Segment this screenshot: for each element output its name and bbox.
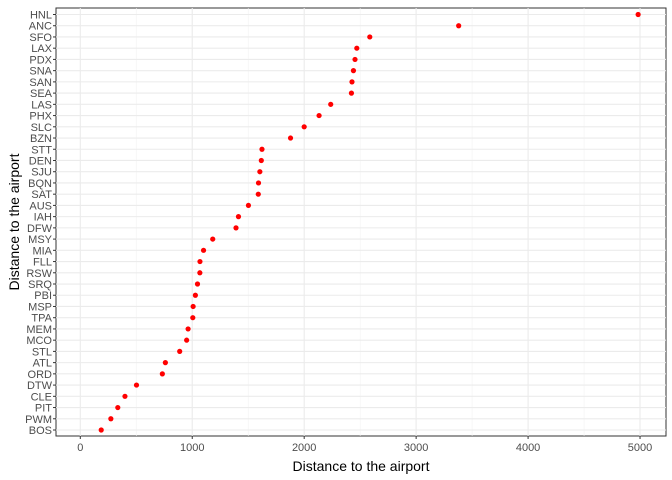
data-point bbox=[162, 360, 168, 366]
y-tick-label: SEA bbox=[30, 88, 53, 100]
y-tick-label: MIA bbox=[32, 245, 52, 257]
data-point bbox=[185, 326, 191, 332]
grid-lines bbox=[56, 8, 666, 436]
y-tick-label: STL bbox=[32, 346, 52, 358]
data-point bbox=[255, 180, 262, 186]
data-point bbox=[108, 416, 114, 422]
data-point bbox=[245, 202, 252, 209]
data-points bbox=[98, 11, 641, 433]
y-tick-label: MCO bbox=[26, 335, 52, 347]
y-axis-ticks: BOSPWMPITCLEDTWORDATLSTLMCOMEMTPAMSPPBIS… bbox=[25, 10, 56, 437]
y-tick-label: SAT bbox=[31, 189, 52, 201]
y-tick-label: MSY bbox=[28, 234, 53, 246]
data-point bbox=[287, 135, 294, 141]
y-tick-label: PWM bbox=[25, 414, 52, 426]
data-point bbox=[257, 169, 263, 175]
data-point bbox=[258, 157, 264, 164]
y-tick-label: SFO bbox=[29, 32, 52, 44]
y-tick-label: AUS bbox=[29, 200, 52, 212]
y-tick-label: SAN bbox=[29, 77, 52, 89]
data-point bbox=[192, 292, 198, 298]
data-point bbox=[349, 79, 355, 85]
data-point bbox=[235, 214, 242, 220]
data-point bbox=[177, 348, 183, 354]
data-point bbox=[115, 404, 121, 411]
y-axis-title: Distance to the airport bbox=[6, 153, 22, 290]
data-point bbox=[456, 23, 462, 29]
data-point bbox=[316, 112, 322, 119]
data-point bbox=[352, 56, 358, 63]
x-axis-title: Distance to the airport bbox=[293, 458, 430, 474]
x-tick-label: 0 bbox=[77, 442, 83, 454]
y-tick-label: HNL bbox=[30, 10, 52, 22]
y-tick-label: FLL bbox=[33, 257, 52, 269]
data-point bbox=[259, 146, 265, 152]
y-tick-label: LAX bbox=[31, 43, 52, 55]
data-point bbox=[354, 45, 360, 51]
y-tick-label: DFW bbox=[27, 223, 53, 235]
data-point bbox=[210, 236, 216, 242]
data-point bbox=[367, 34, 373, 40]
y-tick-label: RSW bbox=[26, 268, 52, 280]
y-tick-label: STT bbox=[31, 144, 52, 156]
data-point bbox=[184, 337, 190, 343]
x-tick-label: 1000 bbox=[180, 442, 204, 454]
y-tick-label: BQN bbox=[28, 178, 52, 190]
y-tick-label: MEM bbox=[26, 324, 52, 336]
y-tick-label: LAS bbox=[31, 99, 52, 111]
y-tick-label: TPA bbox=[31, 313, 52, 325]
y-tick-label: ATL bbox=[33, 358, 52, 370]
x-tick-label: 4000 bbox=[516, 442, 540, 454]
data-point bbox=[635, 11, 641, 18]
y-tick-label: ANC bbox=[29, 21, 52, 33]
data-point bbox=[98, 427, 104, 433]
panel-border bbox=[55, 7, 667, 437]
y-tick-label: BOS bbox=[29, 425, 52, 437]
y-tick-label: SLC bbox=[31, 122, 52, 134]
y-tick-label: SRQ bbox=[28, 279, 52, 291]
data-point bbox=[233, 225, 239, 231]
x-tick-label: 5000 bbox=[628, 442, 652, 454]
data-point bbox=[200, 247, 207, 253]
x-axis-ticks: 0 1000 2000 3000 4000 5000 bbox=[77, 436, 652, 454]
data-point bbox=[197, 270, 203, 276]
data-point bbox=[255, 191, 261, 197]
data-point bbox=[348, 90, 355, 96]
data-point bbox=[190, 303, 196, 310]
y-tick-label: ORD bbox=[28, 369, 53, 381]
y-tick-label: BZN bbox=[30, 133, 52, 145]
y-tick-label: SNA bbox=[29, 66, 52, 78]
y-tick-label: DEN bbox=[29, 155, 52, 167]
data-point bbox=[194, 281, 201, 287]
data-point bbox=[197, 258, 203, 265]
data-point bbox=[350, 68, 357, 74]
y-tick-label: SJU bbox=[31, 167, 52, 179]
x-tick-label: 3000 bbox=[404, 442, 428, 454]
data-point bbox=[190, 315, 196, 321]
y-tick-label: PIT bbox=[35, 403, 52, 415]
y-tick-label: PHX bbox=[29, 111, 52, 123]
y-tick-label: PDX bbox=[29, 54, 52, 66]
y-tick-label: PBI bbox=[34, 290, 52, 302]
y-tick-label: DTW bbox=[27, 380, 53, 392]
data-point bbox=[301, 124, 307, 130]
data-point bbox=[159, 371, 165, 377]
x-tick-label: 2000 bbox=[292, 442, 316, 454]
y-tick-label: CLE bbox=[31, 391, 52, 403]
y-tick-label: MSP bbox=[28, 301, 52, 313]
data-point bbox=[122, 393, 128, 399]
data-point bbox=[133, 382, 140, 388]
data-point bbox=[328, 101, 334, 107]
y-tick-label: IAH bbox=[34, 212, 52, 224]
